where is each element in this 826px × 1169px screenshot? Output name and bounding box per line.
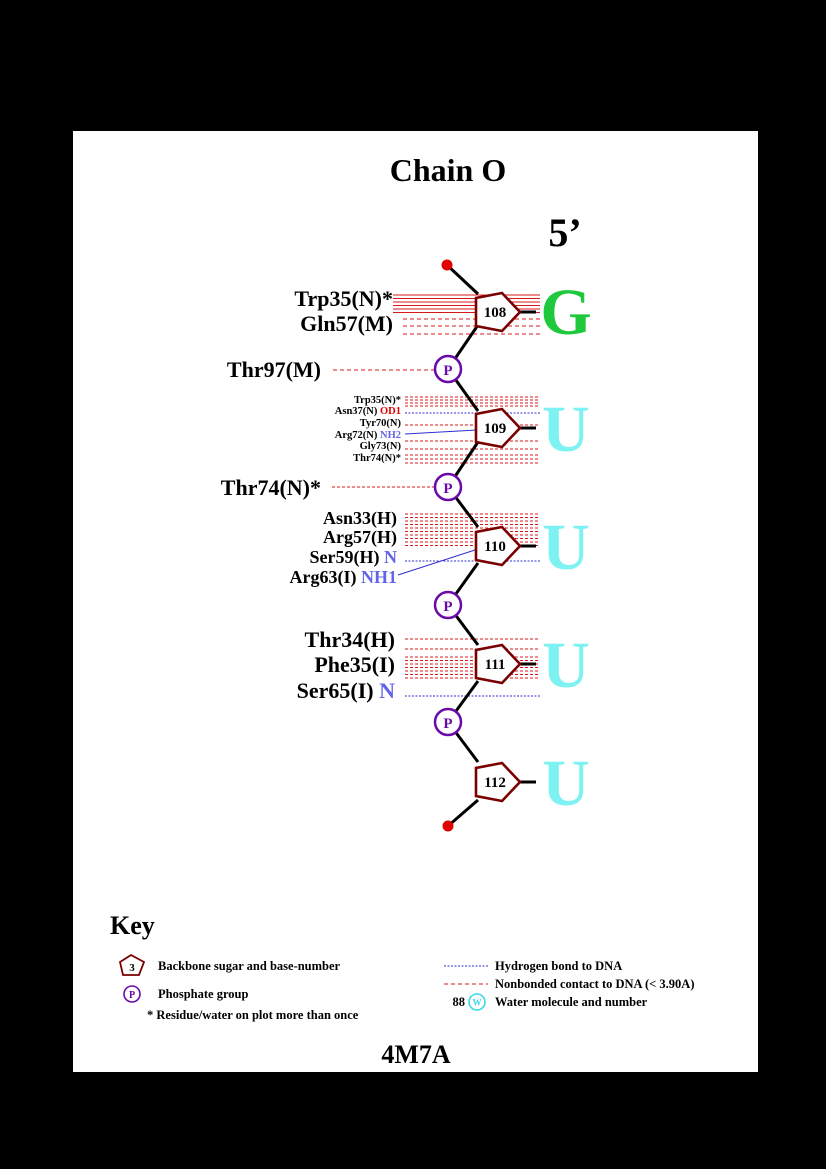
svg-text:W: W [473, 998, 482, 1008]
residue-label: Trp35(N)* [354, 395, 401, 406]
sugar-number: 108 [484, 305, 507, 321]
sugar-number: 111 [485, 657, 506, 673]
base-112: U [542, 747, 590, 820]
water-icon [468, 993, 486, 1011]
svg-text:P: P [443, 363, 452, 379]
residue-label: Ser65(I) N [297, 678, 395, 703]
plot-panel [73, 131, 758, 1072]
phosphate-3: P [433, 590, 463, 620]
base-108: G [540, 276, 591, 349]
svg-text:3: 3 [129, 962, 135, 974]
legend-phosphate-label: Phosphate group [158, 987, 248, 1001]
phosphate-4: P [433, 707, 463, 737]
sugar-108: 108 [474, 291, 522, 333]
phosphate-icon [123, 985, 141, 1003]
residue-label: Arg72(N) NH2 [335, 430, 401, 441]
terminal-atom-3prime [442, 820, 454, 832]
svg-text:P: P [443, 481, 452, 497]
residue-label: Thr74(N)* [353, 453, 401, 464]
strand-end-label: 5’ [548, 210, 581, 255]
legend-hbond-label: Hydrogen bond to DNA [495, 959, 622, 973]
sugar-number: 110 [484, 539, 506, 555]
legend-star-label: * Residue/water on plot more than once [147, 1008, 359, 1022]
sugar-112: 112 [474, 761, 522, 803]
base-111: U [542, 629, 590, 702]
water-number: 88 [453, 995, 466, 1009]
residue-label: Tyr70(N) [360, 418, 402, 429]
legend-water-label: Water molecule and number [495, 995, 648, 1009]
sugar-110: 110 [474, 525, 522, 567]
residue-label: Phe35(I) [314, 652, 395, 677]
sugar-icon [118, 953, 146, 976]
residue-label: Ser59(H) N [310, 547, 397, 568]
base-110: U [542, 511, 590, 584]
contact-lines [332, 294, 540, 697]
residue-label: Thr34(H) [305, 627, 395, 652]
phosphate-2: P [433, 472, 463, 502]
residue-label: Arg57(H) [323, 527, 397, 548]
pdb-id: 4M7A [381, 1040, 451, 1069]
legend-nonbonded-label: Nonbonded contact to DNA (< 3.90A) [495, 977, 695, 991]
residue-label: Gly73(N) [360, 441, 402, 452]
residue-label: Trp35(N)* [294, 286, 393, 311]
sugar-number: 109 [484, 421, 507, 437]
svg-text:P: P [443, 599, 452, 615]
phosphate-groups: P P P P [433, 354, 463, 737]
bases: G U U U U [540, 276, 591, 820]
sugar-rings: 108 109 110 111 112 [474, 291, 522, 803]
base-109: U [542, 393, 590, 466]
phosphate-1: P [433, 354, 463, 384]
residue-label: Thr74(N)* [221, 475, 321, 500]
residue-label: Asn33(H) [323, 508, 397, 529]
residue-label: Gln57(M) [300, 311, 393, 336]
residue-labels: Trp35(N)* Gln57(M) Thr97(M) Trp35(N)* As… [221, 286, 402, 703]
residue-label: Asn37(N) OD1 [335, 406, 401, 417]
sugar-number: 112 [484, 775, 506, 791]
legend-sugar-label: Backbone sugar and base-number [158, 959, 341, 973]
legend: Key 3 Backbone sugar and base-number P P… [110, 911, 695, 1022]
legend-heading: Key [110, 911, 155, 940]
sugar-111: 111 [474, 643, 522, 685]
terminal-atom-5prime [441, 259, 453, 271]
residue-label: Arg63(I) NH1 [290, 567, 397, 588]
chain-title: Chain O [390, 152, 506, 188]
sugar-109: 109 [474, 407, 522, 449]
svg-text:P: P [129, 990, 135, 1001]
svg-text:P: P [443, 716, 452, 732]
residue-label: Thr97(M) [227, 357, 321, 382]
